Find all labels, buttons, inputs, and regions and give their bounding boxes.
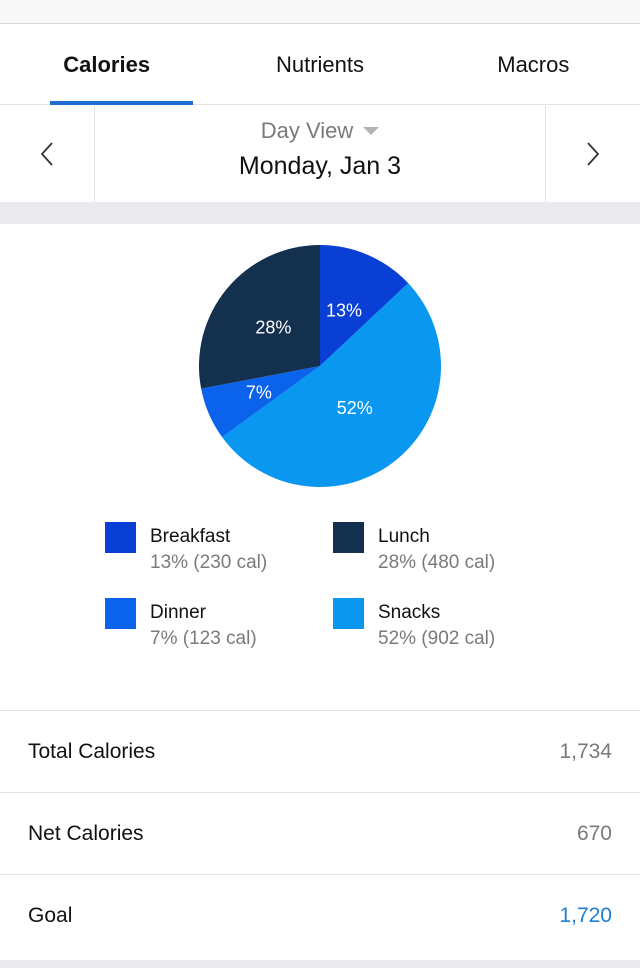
next-day-button[interactable]: [545, 106, 640, 202]
legend-value: 13% (230 cal): [150, 552, 268, 573]
legend-swatch: [333, 522, 364, 553]
legend-item-snacks: Snacks 52% (902 cal): [333, 598, 545, 652]
caret-down-icon: [363, 127, 380, 135]
pie-slice-label: 13%: [326, 300, 362, 320]
legend-value: 52% (902 cal): [378, 628, 496, 649]
pie-slice-snacks: [222, 283, 442, 488]
legend-name: Lunch: [378, 526, 430, 547]
legend-name: Breakfast: [150, 526, 231, 547]
legend-value: 28% (480 cal): [378, 552, 496, 573]
section-divider: [0, 202, 640, 224]
total-calories-row: Total Calories 1,734: [0, 710, 640, 792]
date-display: Day View Monday, Jan 3: [95, 106, 545, 202]
legend-name: Dinner: [150, 602, 206, 623]
legend-item-breakfast: Breakfast 13% (230 cal): [105, 522, 333, 576]
top-bar: [0, 0, 640, 24]
section-divider: [0, 960, 640, 968]
goal-row[interactable]: Goal 1,720: [0, 874, 640, 956]
current-date: Monday, Jan 3: [238, 152, 402, 180]
tab-macros[interactable]: Macros: [497, 52, 570, 77]
net-calories-row: Net Calories 670: [0, 792, 640, 874]
stat-value: 670: [576, 821, 612, 845]
stat-value: 1,734: [559, 739, 612, 763]
legend-item-dinner: Dinner 7% (123 cal): [105, 598, 333, 652]
legend-swatch: [105, 522, 136, 553]
view-selector-label: Day View: [260, 118, 354, 143]
legend-value: 7% (123 cal): [150, 628, 257, 649]
pie-slice-label: 7%: [246, 382, 272, 402]
previous-day-button[interactable]: [0, 106, 95, 202]
pie-slice-lunch: [199, 245, 320, 389]
legend-item-lunch: Lunch 28% (480 cal): [333, 522, 545, 576]
goal-value-link[interactable]: 1,720: [559, 903, 612, 927]
tab-calories[interactable]: Calories: [0, 25, 213, 105]
stat-label: Goal: [28, 903, 73, 927]
tab-nutrients[interactable]: Nutrients: [275, 52, 365, 77]
legend-name: Snacks: [378, 602, 441, 623]
chevron-right-icon: [587, 142, 600, 166]
calorie-pie-chart: 13% 52% 7% 28%: [199, 245, 442, 488]
legend-swatch: [333, 598, 364, 629]
chevron-left-icon: [40, 142, 53, 166]
pie-slice-dinner: [201, 366, 320, 438]
stat-label: Net Calories: [28, 821, 144, 845]
calorie-summary: Total Calories 1,734 Net Calories 670 Go…: [0, 710, 640, 956]
stat-label: Total Calories: [28, 739, 156, 763]
date-navigator: Day View Monday, Jan 3: [0, 106, 640, 202]
tab-bar: Calories Nutrients Macros: [0, 25, 640, 105]
pie-slice-breakfast: [320, 245, 409, 366]
chart-legend: Breakfast 13% (230 cal) Lunch 28% (480 cal…: [105, 522, 545, 652]
pie-slice-label: 52%: [337, 398, 373, 418]
legend-swatch: [105, 598, 136, 629]
pie-slice-label: 28%: [255, 317, 291, 337]
view-selector-dropdown[interactable]: Day View: [261, 118, 380, 144]
